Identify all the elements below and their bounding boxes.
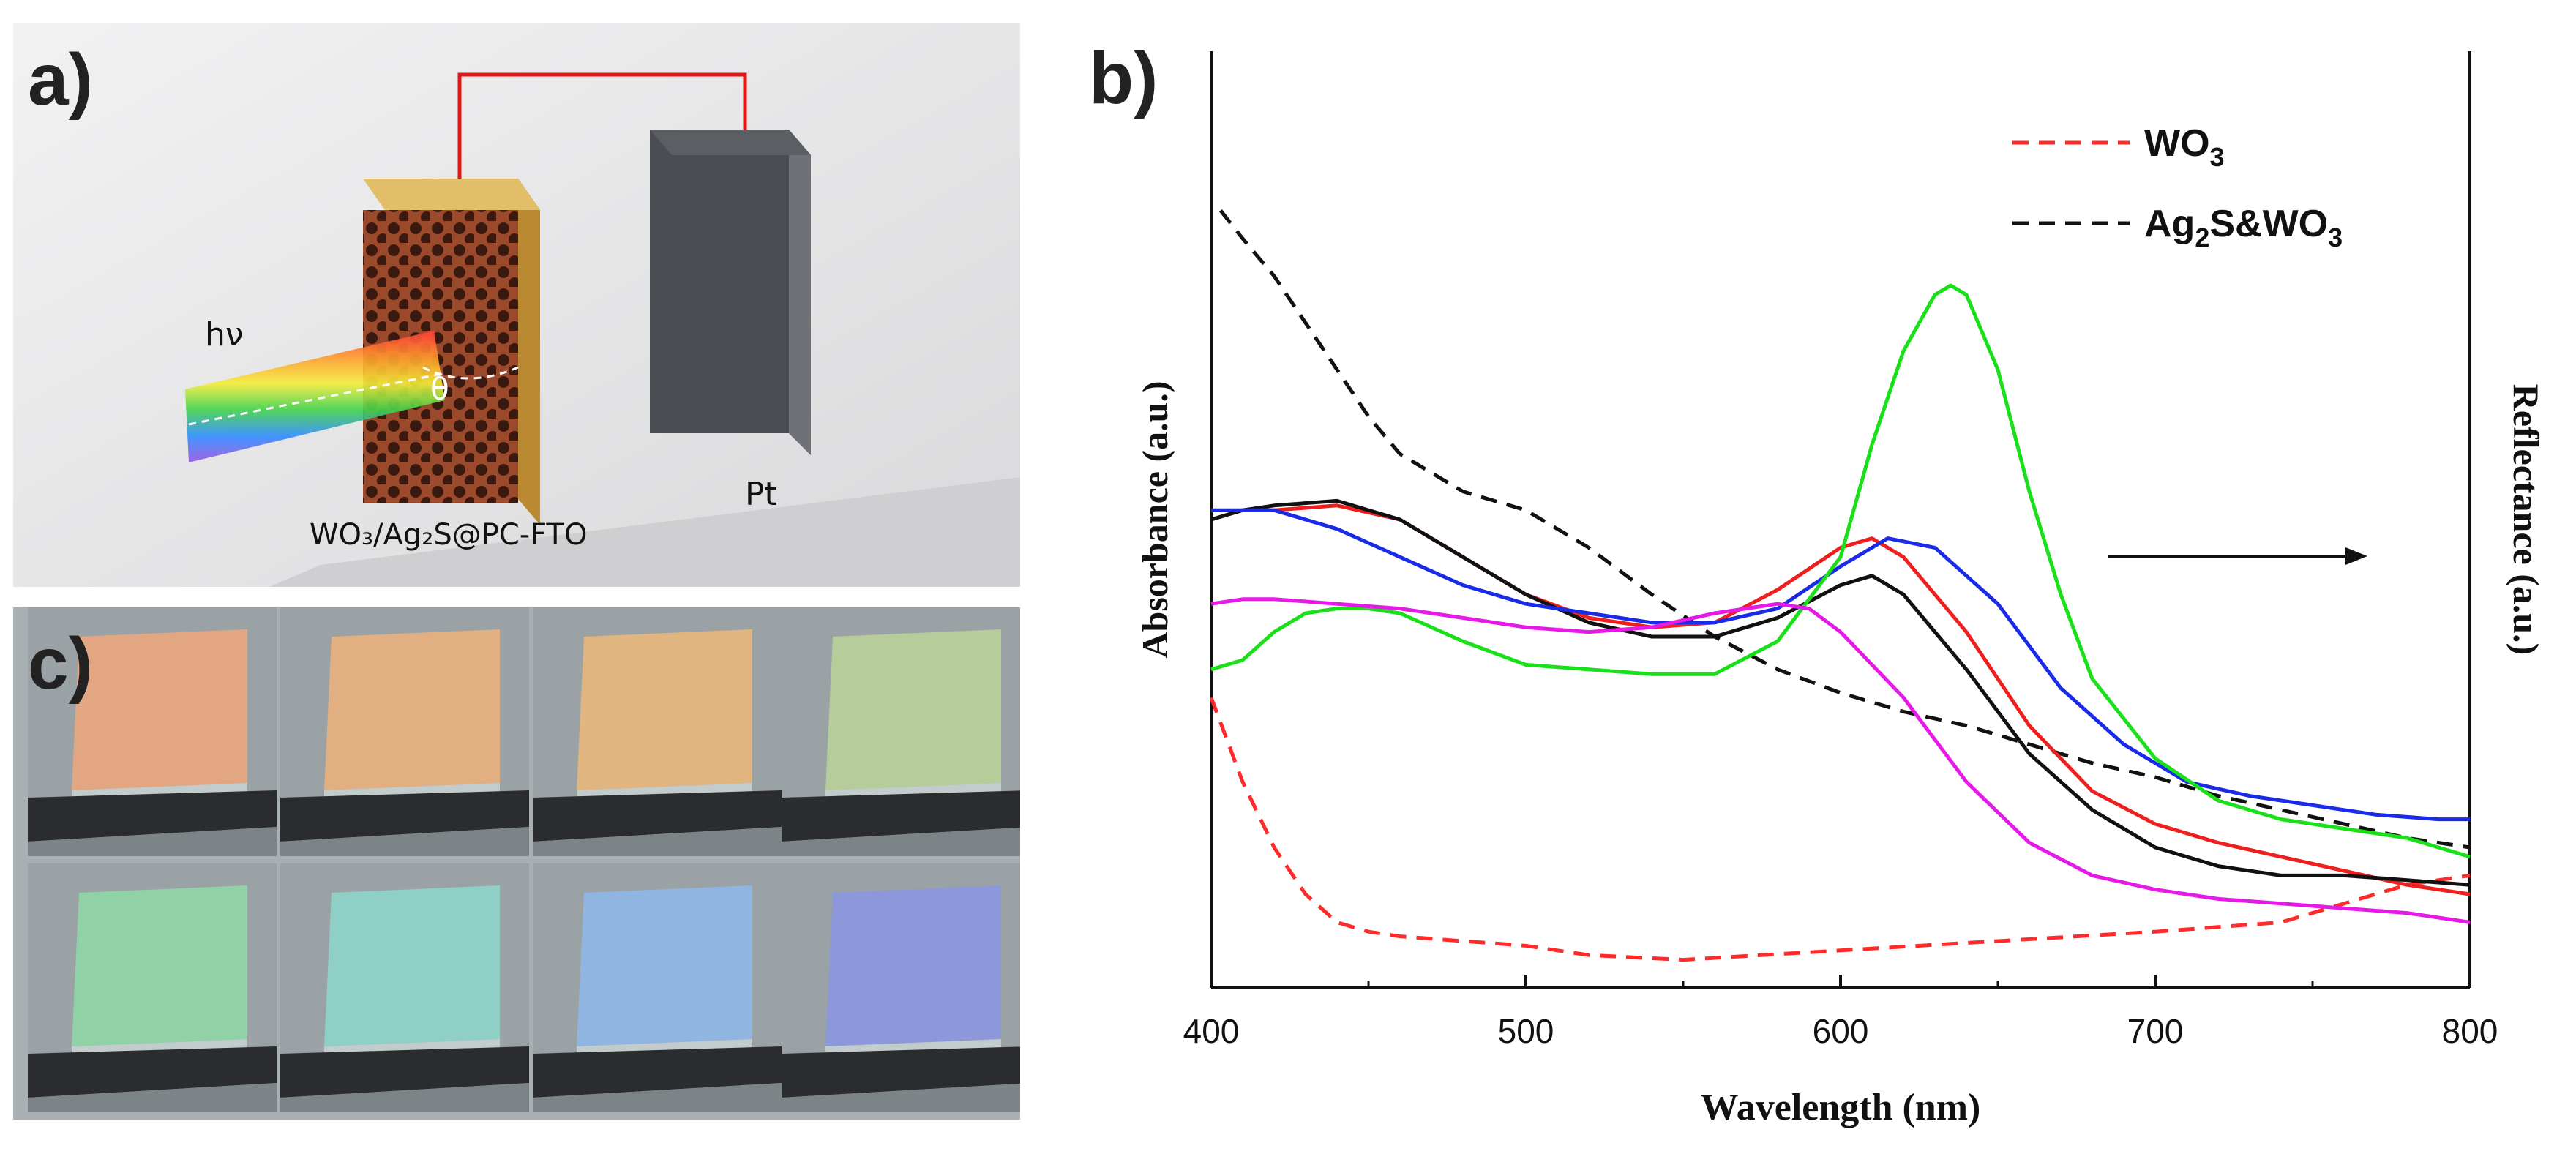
x-tick-label: 400	[1183, 1012, 1240, 1050]
sample-photo	[533, 863, 782, 1112]
panel-b-letter: b)	[1089, 37, 1158, 119]
sample-photo	[28, 863, 277, 1112]
schematic-drawing	[13, 23, 1020, 587]
sample-label: WO₃/Ag₂S@PC-FTO	[310, 518, 588, 552]
series-line-green	[1210, 283, 2471, 859]
chart-axes: 400 500 600 700 800	[1183, 51, 2498, 1050]
series-line-wo3	[1209, 697, 2471, 962]
panel-c-letter: c)	[28, 623, 93, 705]
incident-ray	[188, 372, 446, 426]
x-tick-label: 500	[1498, 1012, 1554, 1050]
circuit-wire	[457, 72, 747, 192]
pt-electrode-front	[650, 130, 811, 455]
series-line-magenta	[1210, 597, 2471, 924]
y-axis-label-right: Reflectance (a.u.)	[2506, 384, 2547, 656]
sample-photo	[280, 863, 529, 1112]
panel-a-letter: a)	[28, 39, 93, 121]
series-line-red	[1210, 503, 2471, 896]
series-line-black	[1210, 498, 2471, 887]
x-tick-label: 800	[2442, 1012, 2498, 1050]
angle-arc	[422, 366, 519, 380]
spectra-chart: 400 500 600 700 800 WO3 Ag2S&WO3 Wavelength (…	[1134, 51, 2547, 1128]
sample-photo	[533, 607, 782, 856]
panel-b-chart: b) 400 500 600 700 800 WO3 Ag2S&WO3 Wavelengt…	[1076, 15, 2561, 1149]
floor-shadow	[269, 477, 1020, 587]
light-label: hν	[205, 316, 244, 353]
chart-series	[1209, 209, 2471, 962]
legend-label: Ag2S&WO3	[2144, 203, 2343, 252]
sample-photo	[782, 863, 1020, 1112]
x-tick-label: 600	[1813, 1012, 1869, 1050]
legend-label: WO3	[2144, 122, 2225, 172]
panel-c-photos: c)	[13, 607, 1020, 1120]
chart-legend: WO3 Ag2S&WO3	[2012, 122, 2343, 252]
panel-a-schematic: hν θ Pt WO₃/Ag₂S@PC-FTO a)	[13, 23, 1020, 587]
x-tick-label: 700	[2127, 1012, 2184, 1050]
pt-label: Pt	[745, 476, 777, 513]
series-line-ag2s-wo3	[1218, 209, 2471, 850]
sample-photo	[782, 607, 1020, 856]
arrow-head	[2345, 547, 2367, 565]
series-line-blue	[1211, 508, 2470, 822]
fto-substrate-top	[363, 179, 540, 210]
y-axis-label-left: Absorbance (a.u.)	[1134, 381, 1175, 658]
sample-photo	[280, 607, 529, 856]
pt-electrode-top	[650, 130, 811, 155]
angle-label: θ	[430, 371, 449, 407]
x-axis-label: Wavelength (nm)	[1701, 1087, 1981, 1128]
pt-electrode-side	[789, 130, 811, 455]
light-beam	[185, 331, 445, 462]
fto-substrate-side	[518, 179, 540, 525]
sample-photo	[28, 607, 277, 856]
